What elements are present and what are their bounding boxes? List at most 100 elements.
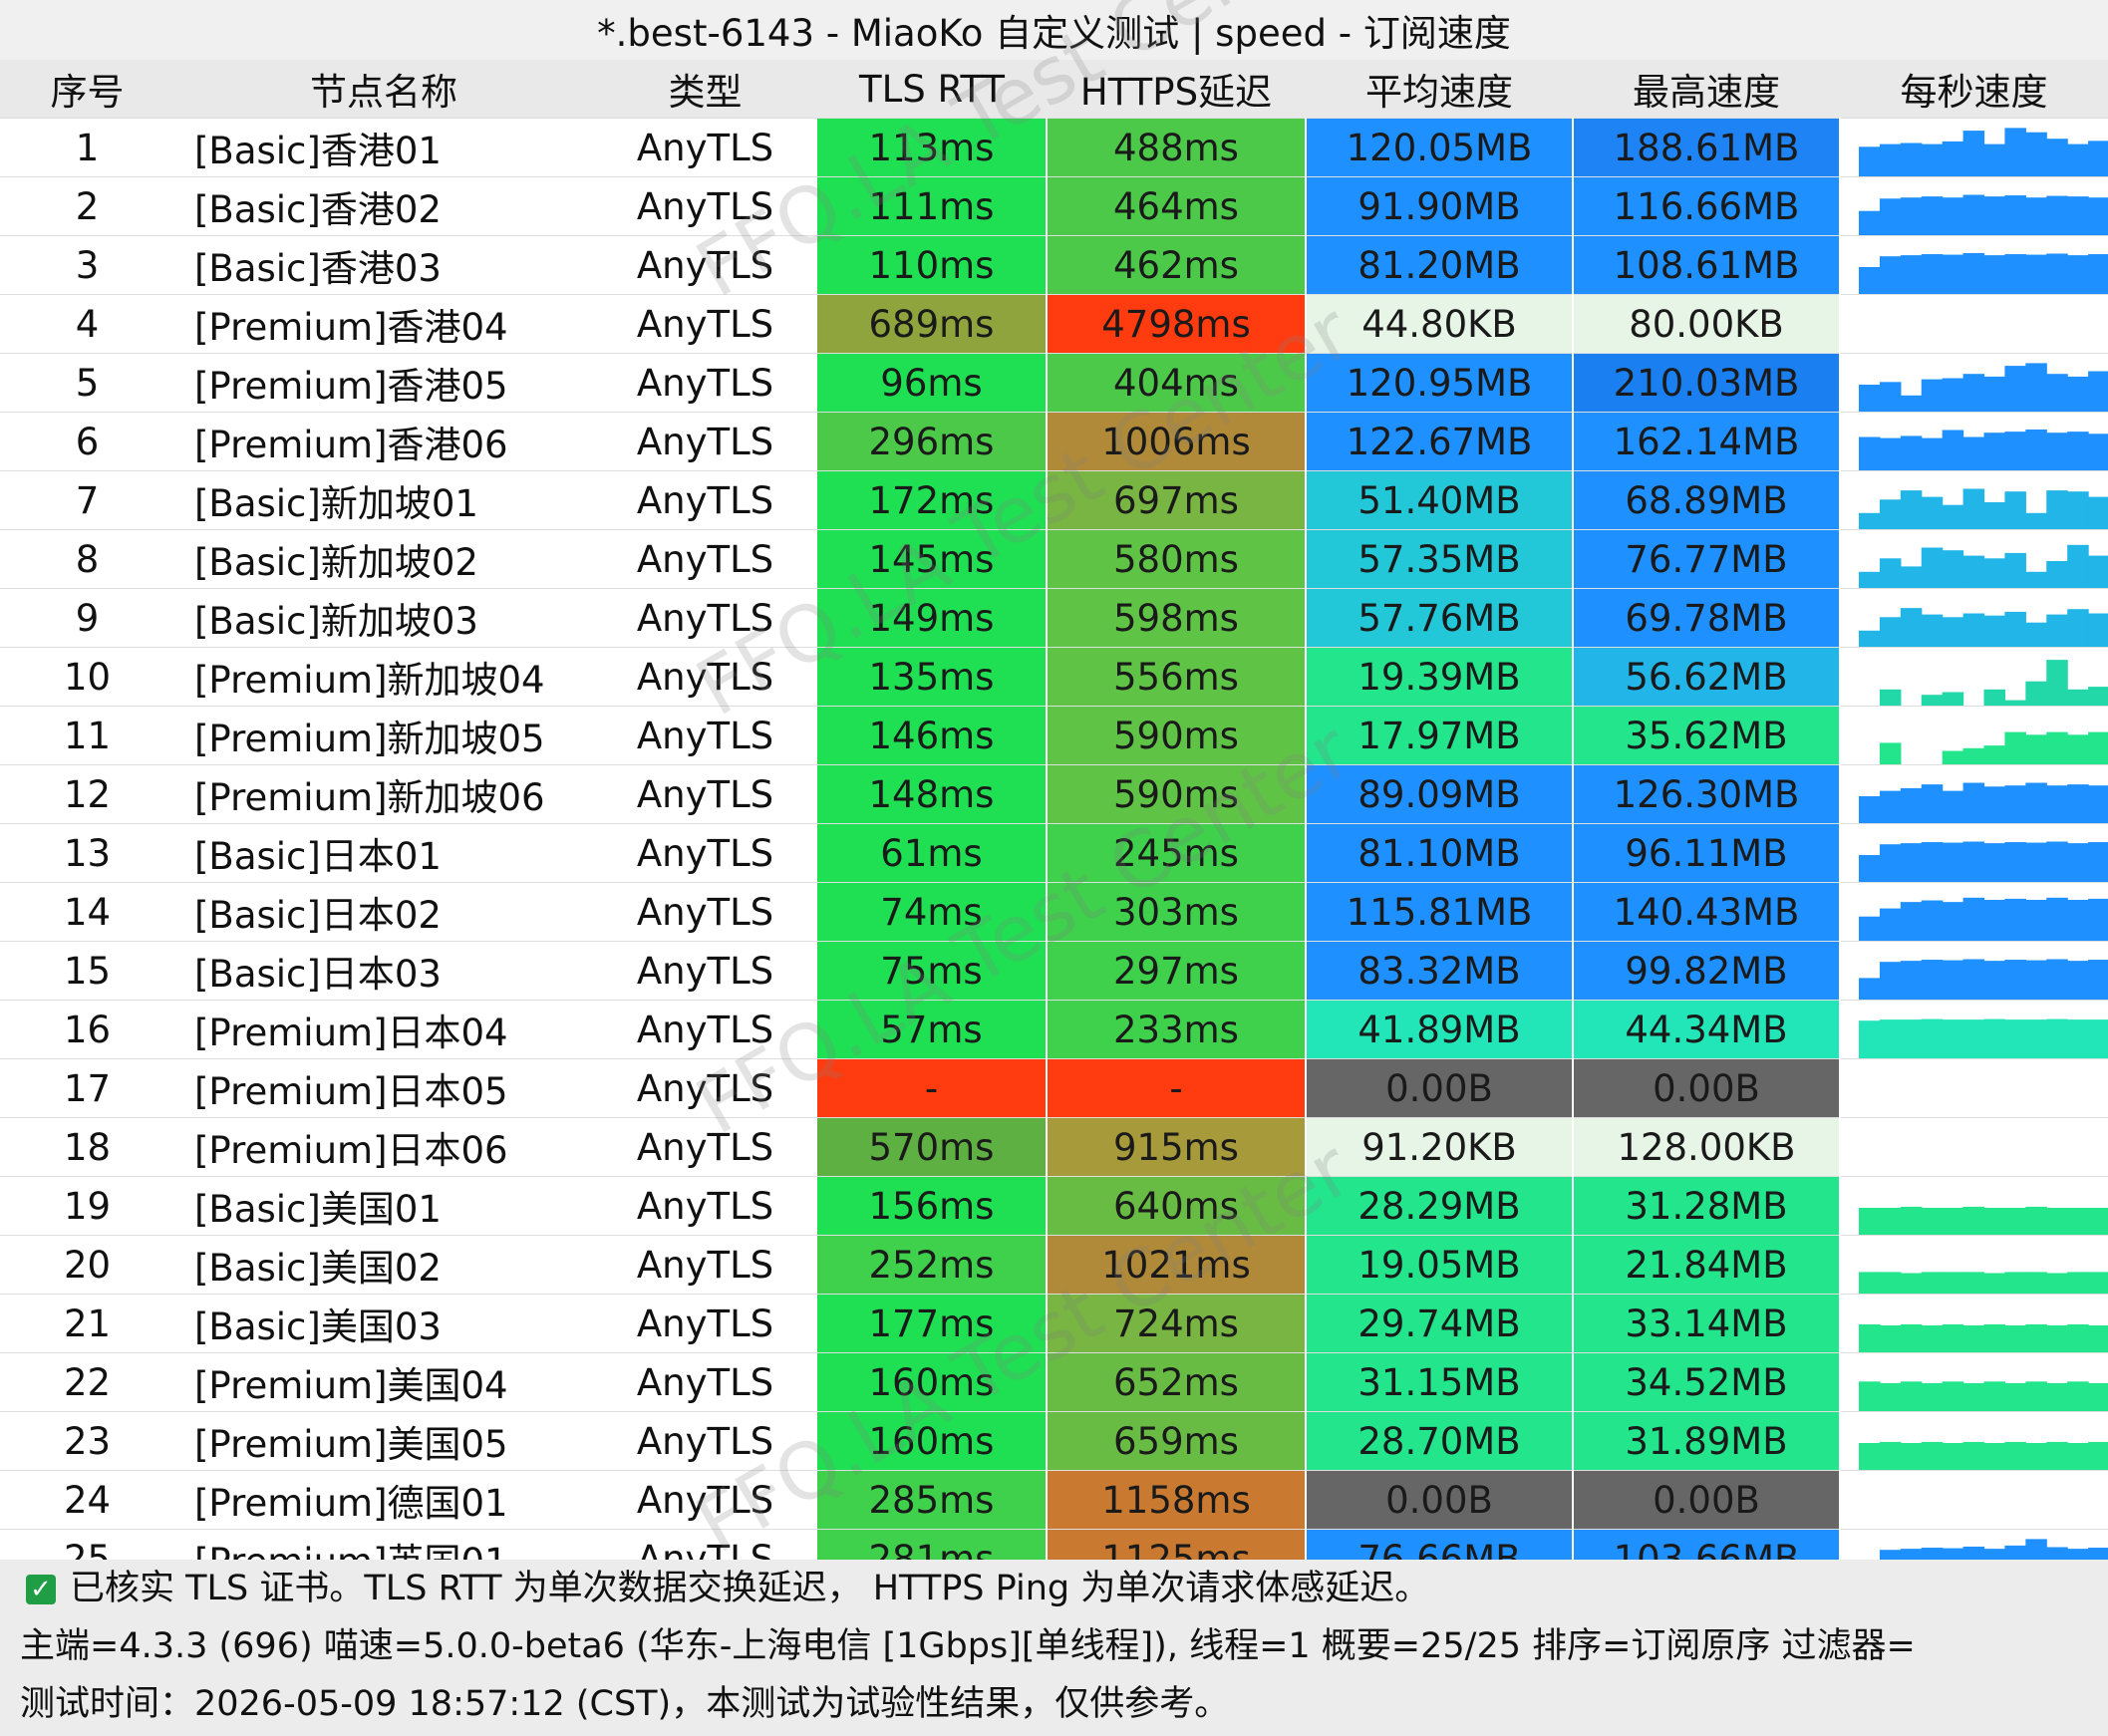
- table-row[interactable]: 13 [Basic]日本01 AnyTLS 61ms 245ms 81.10MB 96.11…: [0, 823, 2108, 883]
- table-row[interactable]: 14 [Basic]日本02 AnyTLS 74ms 303ms 115.81MB 140.…: [0, 882, 2108, 942]
- table-row[interactable]: 3 [Basic]香港03 AnyTLS 110ms 462ms 81.20MB 108.6…: [0, 235, 2108, 295]
- sparkline-bar: [1859, 1381, 1881, 1411]
- cell-node-name: [Basic]新加坡03: [174, 588, 593, 648]
- cell-max-speed: 188.61MB: [1573, 118, 1841, 177]
- cell-index: 16: [0, 1000, 174, 1059]
- cell-avg-speed: 120.05MB: [1306, 118, 1574, 177]
- sparkline-bar: [2004, 842, 2026, 882]
- table-row[interactable]: 19 [Basic]美国01 AnyTLS 156ms 640ms 28.29MB 31.2…: [0, 1176, 2108, 1236]
- cell-max-speed: 210.03MB: [1573, 353, 1841, 413]
- sparkline-bar: [1921, 196, 1944, 235]
- cell-https-latency: 590ms: [1047, 706, 1307, 765]
- sparkline-bar: [1983, 255, 2006, 294]
- table-row[interactable]: 9 [Basic]新加坡03 AnyTLS 149ms 598ms 57.76MB 69.7…: [0, 588, 2108, 648]
- column-header-index[interactable]: 序号: [0, 60, 174, 119]
- column-header-node-name[interactable]: 节点名称: [174, 60, 593, 119]
- table-row[interactable]: 12 [Premium]新加坡06 AnyTLS 148ms 590ms 89.09MB 1…: [0, 764, 2108, 824]
- cell-per-second-speed: [1840, 1470, 2108, 1530]
- sparkline-bar: [2004, 195, 2026, 235]
- table-row[interactable]: 8 [Basic]新加坡02 AnyTLS 145ms 580ms 57.35MB 76.7…: [0, 529, 2108, 589]
- sparkline-bar: [1859, 796, 1881, 823]
- table-row[interactable]: 10 [Premium]新加坡04 AnyTLS 135ms 556ms 19.39MB 5…: [0, 647, 2108, 707]
- sparkline-bar: [1962, 959, 1985, 1000]
- sparkline-bar: [1900, 787, 1923, 823]
- cell-type: AnyTLS: [593, 1352, 817, 1412]
- cell-index: 1: [0, 118, 174, 177]
- sparkline-bar: [2046, 614, 2068, 647]
- sparkline-bar: [1942, 842, 1964, 882]
- table-row[interactable]: 22 [Premium]美国04 AnyTLS 160ms 652ms 31.15MB 34…: [0, 1352, 2108, 1412]
- sparkline-bar: [2088, 731, 2108, 764]
- column-header-type[interactable]: 类型: [593, 60, 817, 119]
- sparkline-bar: [2025, 734, 2047, 764]
- cell-https-latency: 245ms: [1047, 823, 1307, 883]
- sparkline-bar: [1983, 502, 2006, 529]
- table-row[interactable]: 23 [Premium]美国05 AnyTLS 160ms 659ms 28.70MB 31…: [0, 1411, 2108, 1471]
- cell-https-latency: 556ms: [1047, 647, 1307, 707]
- sparkline-bar: [1921, 1272, 1944, 1294]
- column-header-avg-speed[interactable]: 平均速度: [1306, 60, 1573, 119]
- table-row[interactable]: 5 [Premium]香港05 AnyTLS 96ms 404ms 120.95MB 210…: [0, 353, 2108, 413]
- sparkline-bar: [2088, 496, 2108, 529]
- sparkline-bar: [1983, 1018, 2006, 1058]
- sparkline-bar: [1879, 256, 1902, 294]
- cell-avg-speed: 81.20MB: [1306, 235, 1574, 295]
- sparkline-bar: [2046, 1325, 2068, 1352]
- sparkline-bar: [1942, 617, 1964, 647]
- sparkline-bar: [1921, 379, 1944, 412]
- sparkline-bar: [2067, 843, 2089, 882]
- table-row[interactable]: 17 [Premium]日本05 AnyTLS - -0.00B 0.00B: [0, 1058, 2108, 1118]
- table-row[interactable]: 18 [Premium]日本06 AnyTLS 570ms 915ms 91.20KB 12…: [0, 1117, 2108, 1177]
- sparkline-bar: [1900, 961, 1923, 1000]
- cell-index: 12: [0, 764, 174, 824]
- cell-max-speed: 34.52MB: [1573, 1352, 1841, 1412]
- column-header-per-second-speed[interactable]: 每秒速度: [1840, 60, 2108, 119]
- cell-node-name: [Premium]新加坡06: [174, 764, 593, 824]
- table-row[interactable]: 1 [Basic]香港01 AnyTLS 113ms 488ms 120.05MB 188.…: [0, 118, 2108, 177]
- sparkline-bar: [1900, 566, 1923, 588]
- table-row[interactable]: 16 [Premium]日本04 AnyTLS 57ms 233ms 41.89MB 44.…: [0, 1000, 2108, 1059]
- status-footer: ✓ 已核实 TLS 证书。TLS RTT 为单次数据交换延迟， HTTPS Pin…: [0, 1560, 2108, 1736]
- column-header-max-speed[interactable]: 最高速度: [1573, 60, 1840, 119]
- sparkline-bar: [2067, 1443, 2089, 1470]
- sparkline-bar: [1900, 1019, 1923, 1058]
- table-row[interactable]: 4 [Premium]香港04 AnyTLS 689ms 4798ms 44.80KB 80…: [0, 294, 2108, 354]
- cell-avg-speed: 115.81MB: [1306, 882, 1574, 942]
- cell-https-latency: 303ms: [1047, 882, 1307, 942]
- sparkline-bar: [1921, 1325, 1944, 1352]
- cell-max-speed: 140.43MB: [1573, 882, 1841, 942]
- table-row[interactable]: 11 [Premium]新加坡05 AnyTLS 146ms 590ms 17.97MB 3…: [0, 706, 2108, 765]
- cell-index: 21: [0, 1294, 174, 1353]
- cell-max-speed: 96.11MB: [1573, 823, 1841, 883]
- sparkline-bar: [1983, 843, 2006, 882]
- sparkline-bar: [2046, 1208, 2068, 1235]
- cell-node-name: [Premium]香港04: [174, 294, 593, 354]
- table-row[interactable]: 6 [Premium]香港06 AnyTLS 296ms 1006ms 122.67MB 1…: [0, 412, 2108, 471]
- table-row[interactable]: 7 [Basic]新加坡01 AnyTLS 172ms 697ms 51.40MB 68.8…: [0, 470, 2108, 530]
- cell-tls-rtt: 96ms: [817, 353, 1048, 413]
- table-row[interactable]: 15 [Basic]日本03 AnyTLS 75ms 297ms 83.32MB 99.82…: [0, 941, 2108, 1001]
- cell-avg-speed: 44.80KB: [1306, 294, 1574, 354]
- sparkline-bar: [1859, 267, 1881, 294]
- sparkline-bar: [2067, 609, 2089, 647]
- cell-node-name: [Basic]美国03: [174, 1294, 593, 1353]
- sparkline-bar: [2025, 132, 2047, 176]
- table-row[interactable]: 21 [Basic]美国03 AnyTLS 177ms 724ms 29.74MB 33.1…: [0, 1294, 2108, 1353]
- cell-max-speed: 21.84MB: [1573, 1235, 1841, 1295]
- table-row[interactable]: 2 [Basic]香港02 AnyTLS 111ms 464ms 91.90MB 116.6…: [0, 176, 2108, 236]
- sparkline-bar: [2046, 660, 2068, 706]
- table-row[interactable]: 24 [Premium]德国01 AnyTLS 285ms 1158ms 0.00B 0.0…: [0, 1470, 2108, 1530]
- sparkline-bar: [1962, 1441, 1985, 1470]
- cell-max-speed: 99.82MB: [1573, 941, 1841, 1001]
- sparkline-bar: [2088, 1325, 2108, 1352]
- column-header-tls-rtt[interactable]: TLS RTT: [817, 60, 1047, 119]
- table-row[interactable]: 20 [Basic]美国02 AnyTLS 252ms 1021ms 19.05MB 21.…: [0, 1235, 2108, 1295]
- cell-tls-rtt: 146ms: [817, 706, 1048, 765]
- cell-avg-speed: 28.29MB: [1306, 1176, 1574, 1236]
- table-header-row: 序号 节点名称 类型 TLS RTT HTTPS延迟 平均速度 最高速度 每秒速…: [0, 60, 2108, 119]
- sparkline-bar: [1962, 1272, 1985, 1294]
- cell-max-speed: 69.78MB: [1573, 588, 1841, 648]
- sparkline-bar: [1879, 1325, 1902, 1352]
- column-header-https-latency[interactable]: HTTPS延迟: [1047, 60, 1306, 119]
- cell-tls-rtt: 149ms: [817, 588, 1048, 648]
